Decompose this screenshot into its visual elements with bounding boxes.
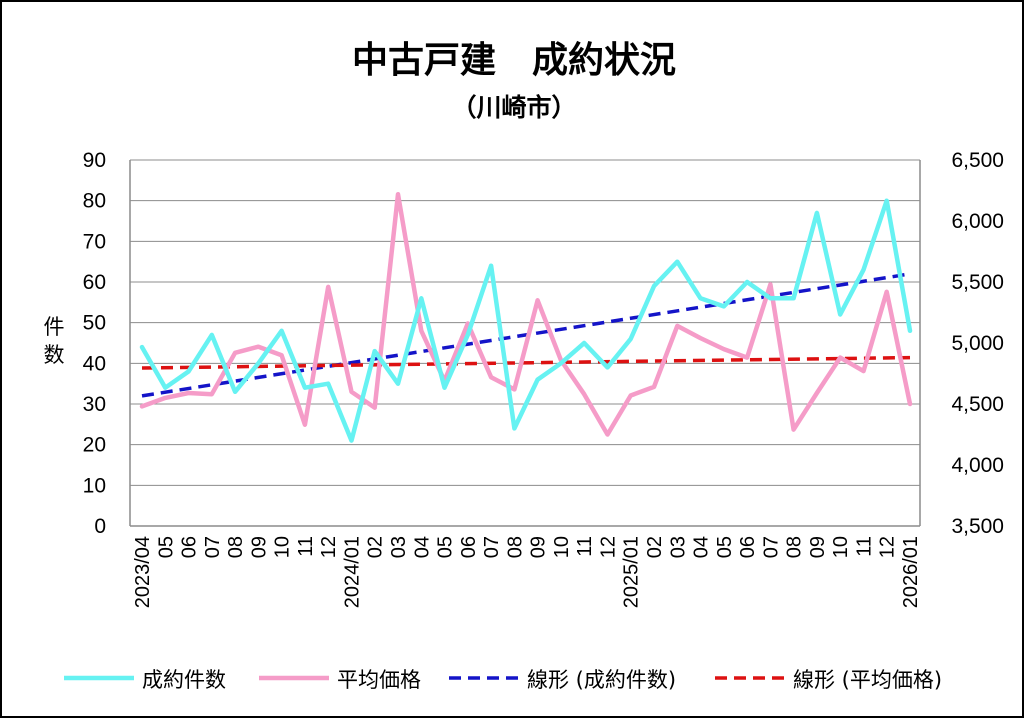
x-tick-label: 06 [737,536,759,558]
x-tick-label: 08 [504,536,526,558]
x-tick-label: 12 [597,536,619,558]
legend-label-0: 成約件数 [142,668,226,692]
left-y-tick-label: 70 [83,230,106,253]
right-y-tick-label: 6,000 [951,210,1004,233]
x-tick-labels: 2023/04 05 06 07 08 09 10 11 12 2024/01 02 03 04 05 06… [132,536,922,608]
right-y-tick-labels: 3,500 4,000 4,500 5,000 5,500 6,000 6,500 [951,149,1004,538]
left-y-tick-label: 90 [83,149,106,172]
x-tick-label: 11 [853,536,875,557]
legend: 成約件数 平均価格 線形 (成約件数) 線形 (平均価格) [64,668,942,692]
x-tick-label: 06 [458,536,480,558]
x-tick-label: 05 [435,536,457,558]
x-tick-label: 12 [877,536,899,558]
left-y-tick-label: 10 [83,474,106,497]
left-y-tick-label: 30 [83,393,106,416]
left-y-tick-labels: 0 10 20 30 40 50 60 70 80 90 [83,149,106,538]
x-tick-label: 03 [667,536,689,558]
series-line-3 [141,355,911,370]
x-tick-label: 04 [691,536,713,558]
x-tick-label: 04 [411,536,433,558]
left-y-tick-label: 80 [83,190,106,213]
x-tick-label: 12 [318,536,340,558]
x-tick-label: 05 [155,536,177,558]
x-tick-label: 07 [481,536,503,558]
axes [129,160,921,527]
x-tick-label: 08 [784,536,806,558]
x-tick-label: 03 [388,536,410,558]
right-y-tick-label: 6,500 [951,149,1004,172]
x-tick-label: 10 [272,536,294,558]
series-lines [139,191,913,443]
left-y-tick-label: 60 [83,271,106,294]
x-tick-label: 2026/01 [900,536,922,608]
x-tick-label: 10 [551,536,573,558]
x-tick-label: 09 [807,536,829,558]
x-tick-label: 08 [225,536,247,558]
x-tick-label: 02 [365,536,387,558]
legend-label-3: 線形 (平均価格) [793,668,942,692]
x-tick-label: 07 [760,536,782,558]
x-tick-label: 09 [528,536,550,558]
right-y-tick-label: 4,000 [951,454,1004,477]
x-tick-label: 2024/01 [341,536,363,608]
x-tick-label: 07 [202,536,224,558]
right-y-tick-label: 4,500 [951,393,1004,416]
right-y-tick-label: 5,500 [951,271,1004,294]
y-axis-title-char: 数 [44,343,65,367]
left-y-tick-label: 0 [94,515,106,538]
x-tick-label: 06 [179,536,201,558]
x-tick-label: 05 [714,536,736,558]
series-line-0 [139,198,913,443]
y-axis-title: 件数 [44,315,65,367]
legend-label-2: 線形 (成約件数) [527,668,676,692]
right-y-tick-label: 3,500 [951,515,1004,538]
left-y-tick-label: 40 [83,352,106,375]
series-line-2 [141,272,911,398]
left-y-tick-label: 50 [83,312,106,335]
x-tick-label: 09 [248,536,270,558]
chart-subtitle: （川崎市） [451,93,576,122]
left-y-tick-label: 20 [83,434,106,457]
x-tick-label: 11 [574,536,596,557]
legend-label-1: 平均価格 [337,668,421,692]
x-tick-label: 02 [644,536,666,558]
x-tick-label: 10 [830,536,852,558]
x-tick-label: 2025/01 [621,536,643,608]
x-tick-label: 2023/04 [132,536,154,608]
chart-title: 中古戸建 成約状況 [352,40,676,81]
x-tick-label: 11 [295,536,317,557]
right-y-tick-label: 5,000 [951,332,1004,355]
series-line-1 [139,191,913,437]
y-axis-title-char: 件 [44,315,65,339]
